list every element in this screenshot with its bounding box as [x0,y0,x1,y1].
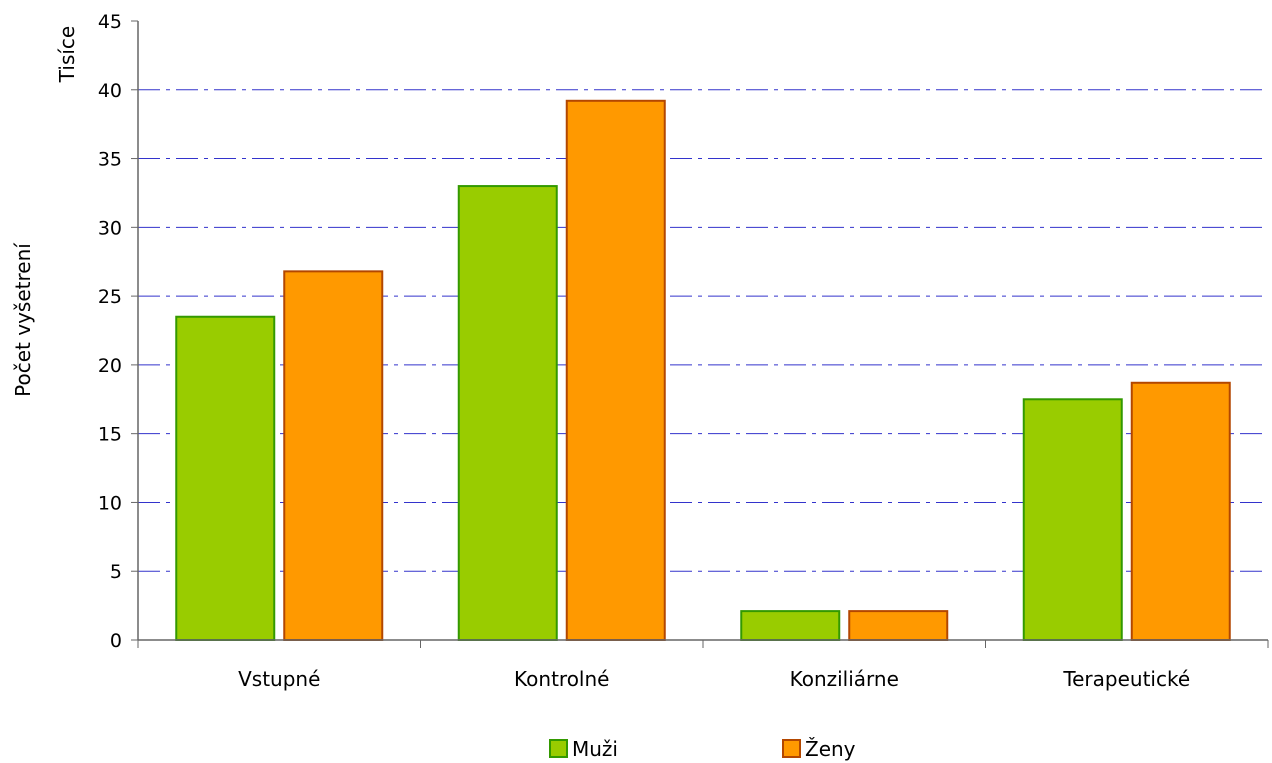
x-category-label: Konziliárne [790,667,899,691]
x-category-labels: Vstupné Kontrolné Konziliárne Terapeutické [238,667,1190,691]
y-tick-label: 5 [110,561,122,583]
y-axis-title: Počet vyšetrení [11,242,35,397]
bars [175,99,1231,642]
legend-label: Ženy [805,737,856,761]
y-tick-labels: 0 5 10 15 20 25 30 35 40 45 [98,11,122,652]
y-tick-label: 45 [98,11,122,33]
bar-ženy-1 [565,99,666,641]
bar-ženy-2 [848,610,949,642]
bar-muži-0 [175,315,276,641]
legend-swatch-1 [782,739,801,758]
y-axis-unit: Tisíce [55,26,79,83]
legend-label: Muži [572,737,618,761]
x-category-label: Terapeutické [1062,667,1190,691]
legend-swatch-0 [549,739,568,758]
axes [131,20,1269,648]
x-category-label: Vstupné [238,667,320,691]
y-tick-label: 40 [98,80,122,102]
bar-ženy-3 [1130,381,1231,641]
y-tick-label: 0 [110,630,122,652]
y-tick-label: 15 [98,424,122,446]
y-tick-label: 20 [98,355,122,377]
bar-muži-1 [457,185,558,641]
y-tick-label: 35 [98,149,122,171]
x-category-label: Kontrolné [514,667,609,691]
bar-ženy-0 [283,270,384,641]
y-tick-label: 25 [98,286,122,308]
y-tick-label: 10 [98,492,122,514]
y-tick-label: 30 [98,217,122,239]
bar-muži-2 [740,610,841,642]
legend: Muži Ženy [549,737,856,761]
bar-muži-3 [1022,398,1123,641]
